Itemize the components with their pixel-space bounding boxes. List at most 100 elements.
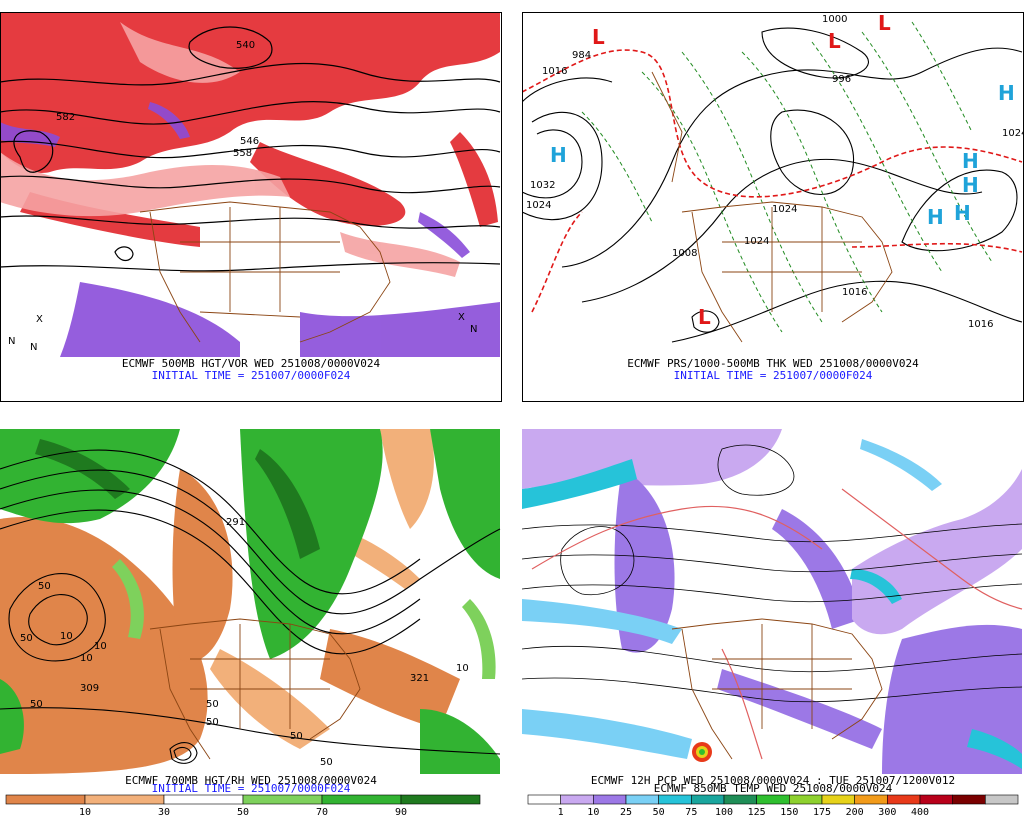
svg-text:50: 50	[38, 581, 51, 592]
panel-caption-initial-time: INITIAL TIME = 251007/0000F024	[673, 369, 873, 382]
thickness-contours	[581, 21, 993, 333]
precip-colorbar-tick-label: 100	[715, 807, 733, 818]
low-pressure-centers: L L L L	[592, 12, 891, 329]
svg-text:H: H	[550, 143, 567, 167]
svg-text:L: L	[878, 12, 891, 35]
svg-text:50: 50	[290, 731, 303, 742]
svg-text:50: 50	[206, 699, 219, 710]
svg-text:1000: 1000	[822, 14, 847, 25]
precip-colorbar-swatch	[756, 794, 790, 805]
political-boundaries	[651, 71, 893, 343]
precip-colorbar-swatch	[789, 794, 823, 805]
precip-colorbar-swatch	[691, 794, 725, 805]
svg-text:H: H	[927, 205, 944, 229]
precip-colorbar-swatch	[658, 794, 692, 805]
svg-text:H: H	[998, 81, 1015, 105]
svg-text:N: N	[8, 336, 15, 347]
precip-colorbar-swatch	[821, 794, 855, 805]
panel-caption-initial-time: INITIAL TIME = 251007/0000F024	[151, 369, 351, 382]
precip-colorbar-swatch	[952, 794, 986, 805]
precip-colorbar-swatch	[985, 794, 1019, 805]
svg-text:N: N	[470, 324, 477, 335]
political-boundaries	[671, 618, 883, 760]
svg-text:X: X	[36, 314, 43, 325]
panel-12h-precip-850mb-temp: ECMWF 12H PCP WED 251008/0000V024 : TUE …	[522, 429, 1024, 819]
svg-text:540: 540	[236, 40, 255, 51]
vorticity-negative-fill	[0, 102, 500, 357]
vorticity-light-fill	[0, 22, 460, 277]
height-contours	[0, 449, 501, 764]
svg-text:1024: 1024	[744, 236, 769, 247]
rh-colorbar-tick-label: 10	[79, 807, 91, 818]
height-contour-labels: 582 546 558 540	[56, 40, 259, 159]
svg-text:558: 558	[233, 148, 252, 159]
svg-text:50: 50	[30, 699, 43, 710]
precip-colorbar-swatch	[625, 794, 659, 805]
vorticity-positive-fill	[0, 12, 500, 247]
rh-colorbar-tick-label: 70	[316, 807, 328, 818]
precip-colorbar: 1 10 25 50 75 100 125 150 175 200 300 400	[522, 793, 1024, 833]
svg-text:1024: 1024	[772, 204, 797, 215]
rh-dry-fill	[0, 429, 460, 774]
rh-colorbar-swatch	[242, 794, 323, 805]
map-pressure-thickness: 1032 1024 1024 1008 1016 1016 984 996 10…	[522, 12, 1024, 343]
svg-text:996: 996	[832, 74, 851, 85]
precip-colorbar-swatch	[887, 794, 921, 805]
svg-text:10: 10	[60, 631, 73, 642]
precip-colorbar-tick-label: 25	[620, 807, 632, 818]
svg-text:582: 582	[56, 112, 75, 123]
svg-text:546: 546	[240, 136, 259, 147]
svg-text:10: 10	[456, 663, 469, 674]
svg-text:L: L	[592, 25, 605, 49]
low-vorticity-markers: N N X N X	[8, 312, 477, 353]
precip-colorbar-swatch	[919, 794, 953, 805]
svg-text:321: 321	[410, 673, 429, 684]
political-boundaries	[139, 201, 391, 343]
high-pressure-centers: H H H H H H	[550, 81, 1015, 229]
panel-caption-product: ECMWF 500MB HGT/VOR WED 251008/0000V024	[121, 357, 381, 370]
rh-colorbar-swatch	[321, 794, 402, 805]
precip-colorbar-tick-label: 50	[653, 807, 665, 818]
svg-text:H: H	[962, 173, 979, 197]
svg-text:291: 291	[226, 517, 245, 528]
svg-text:50: 50	[206, 717, 219, 728]
political-boundaries	[149, 618, 361, 760]
svg-text:1016: 1016	[542, 66, 567, 77]
rh-moist-fill	[0, 429, 500, 774]
svg-text:10: 10	[80, 653, 93, 664]
precip-colorbar-tick-label: 1	[558, 807, 564, 818]
svg-text:50: 50	[20, 633, 33, 644]
map-precip-temperature	[522, 429, 1024, 774]
isobar-labels: 1032 1024 1024 1008 1016 1016 984 996 10…	[526, 14, 1024, 330]
panel-caption-precip: ECMWF 12H PCP WED 251008/0000V024 : TUE …	[590, 774, 956, 787]
precip-colorbar-tick-label: 400	[911, 807, 929, 818]
svg-text:1024: 1024	[1002, 128, 1024, 139]
svg-text:X: X	[458, 312, 465, 323]
precip-colorbar-swatch	[723, 794, 757, 805]
height-contours	[0, 26, 501, 272]
panel-caption-initial-time: INITIAL TIME = 251007/0000F024	[151, 782, 351, 795]
precip-colorbar-swatch	[593, 794, 627, 805]
rh-colorbar-tick-label: 90	[395, 807, 407, 818]
isobars	[522, 27, 1023, 343]
rh-colorbar-swatch	[400, 794, 481, 805]
svg-text:1016: 1016	[968, 319, 993, 330]
svg-text:1008: 1008	[672, 248, 697, 259]
precip-colorbar-swatch	[527, 794, 561, 805]
precip-colorbar-tick-label: 300	[878, 807, 896, 818]
precip-colorbar-tick-label: 175	[813, 807, 831, 818]
contour-labels: 50 10 10 50 50 309 321 50 50 291 50 50 1…	[20, 517, 469, 768]
svg-text:H: H	[962, 149, 979, 173]
svg-text:1016: 1016	[842, 287, 867, 298]
precip-colorbar-swatch	[854, 794, 888, 805]
svg-text:984: 984	[572, 50, 591, 61]
svg-text:50: 50	[320, 757, 333, 768]
svg-text:L: L	[828, 29, 841, 53]
svg-text:N: N	[30, 342, 37, 353]
precip-colorbar-swatch	[560, 794, 594, 805]
map-500mb-vorticity: 582 546 558 540 N N X N X	[0, 12, 501, 357]
precip-colorbar-tick-label: 200	[846, 807, 864, 818]
thickness-540-contour	[522, 49, 1023, 313]
precip-colorbar-tick-label: 75	[685, 807, 697, 818]
rh-colorbar-swatch	[84, 794, 165, 805]
